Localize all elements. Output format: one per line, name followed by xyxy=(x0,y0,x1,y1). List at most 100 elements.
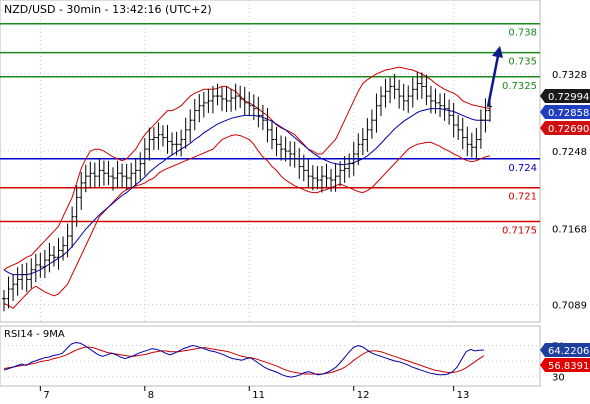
time-axis: 7 8 11 12 13 xyxy=(39,386,469,401)
price-bar xyxy=(210,86,215,114)
price-bar xyxy=(297,148,302,179)
bollinger-lower-line xyxy=(3,134,491,310)
price-bar xyxy=(265,107,270,143)
price-bar xyxy=(260,104,265,130)
price-bar xyxy=(79,171,84,210)
rsi-ma-line xyxy=(3,346,485,375)
price-bar xyxy=(61,236,66,261)
price-bar xyxy=(70,206,75,248)
price-bar xyxy=(306,158,311,188)
price-bar xyxy=(374,93,379,133)
price-badge-label: 0.72994 xyxy=(548,92,589,103)
price-badge-label: 0.72690 xyxy=(548,124,589,135)
price-bar xyxy=(469,132,474,158)
price-bar xyxy=(242,87,247,116)
level-label: 0.721 xyxy=(508,192,537,203)
price-bar xyxy=(342,156,347,183)
price-bar xyxy=(88,161,93,189)
price-bar xyxy=(138,152,143,181)
forecast-arrow xyxy=(486,45,503,107)
price-tick-label: 0.7168 xyxy=(552,224,587,235)
price-bar xyxy=(283,136,288,162)
price-bar xyxy=(33,253,38,283)
price-bar xyxy=(224,86,229,113)
price-badge: 0.72994 xyxy=(540,89,590,103)
price-bar xyxy=(174,131,179,156)
price-bar xyxy=(392,73,397,100)
price-bar xyxy=(142,137,147,176)
price-bar xyxy=(456,115,461,140)
time-tick-label: 12 xyxy=(357,390,370,400)
price-bar xyxy=(319,166,324,193)
rsi-badge: 56.8391 xyxy=(540,358,590,372)
price-bar xyxy=(292,141,297,168)
price-bar xyxy=(74,185,79,227)
price-bar xyxy=(347,153,352,178)
price-bar xyxy=(220,87,225,112)
price-bar xyxy=(419,72,424,99)
price-bar xyxy=(329,168,334,192)
forecast-arrow-shaft xyxy=(486,55,500,107)
price-bar xyxy=(24,262,29,292)
price-badge-label: 0.72858 xyxy=(548,108,589,119)
price-bar xyxy=(65,223,70,258)
price-badge-bg xyxy=(540,121,590,135)
price-badge: 0.72858 xyxy=(540,105,590,119)
price-bar xyxy=(201,91,206,118)
price-bar xyxy=(351,141,356,176)
price-badge-bg xyxy=(540,105,590,119)
price-bar xyxy=(465,126,470,157)
price-bar xyxy=(256,96,261,128)
forecast-arrow-head xyxy=(492,45,503,58)
price-bar xyxy=(251,94,256,121)
level-label: 0.7175 xyxy=(502,226,537,237)
price-bar xyxy=(438,93,443,117)
price-bar xyxy=(288,141,293,167)
price-bar xyxy=(101,160,106,186)
price-bar xyxy=(478,109,483,149)
rsi-badge-label: 56.8391 xyxy=(548,361,589,372)
price-bar xyxy=(388,77,393,104)
price-tick-label: 0.7248 xyxy=(552,147,587,158)
price-bar xyxy=(451,102,456,138)
level-label: 0.724 xyxy=(508,163,537,174)
price-bar xyxy=(197,94,202,123)
price-bar xyxy=(410,77,415,108)
rsi-line xyxy=(3,341,485,378)
price-bar xyxy=(238,85,243,108)
time-tick-label: 8 xyxy=(148,390,154,400)
price-tick-label: 0.7328 xyxy=(552,70,587,81)
price-bar xyxy=(156,122,161,151)
price-bar xyxy=(147,127,152,161)
level-label: 0.7325 xyxy=(502,81,537,92)
price-bar xyxy=(2,290,6,312)
price-bar xyxy=(229,88,234,112)
main-plot-area xyxy=(0,0,541,323)
price-bar xyxy=(401,83,406,111)
price-bar xyxy=(447,99,452,125)
price-bar xyxy=(97,158,102,188)
chart-title: NZD/USD - 30min - 13:42:16 (UTC+2) xyxy=(4,3,212,16)
price-bar xyxy=(406,85,411,113)
price-axis: 0.7328 0.7248 0.7168 0.7089 xyxy=(552,70,587,312)
price-bar xyxy=(274,126,279,157)
price-bar xyxy=(483,98,488,133)
rsi-badges: 64.2206 56.8391 xyxy=(540,343,590,372)
price-bar xyxy=(183,117,188,149)
price-bar xyxy=(333,163,338,192)
bollinger-upper-line xyxy=(3,66,491,271)
level-label: 0.735 xyxy=(508,57,537,68)
price-bar xyxy=(378,86,383,117)
price-bar xyxy=(338,161,343,187)
price-bar xyxy=(192,98,197,131)
rsi-tick-label: 30 xyxy=(552,372,565,383)
price-bar xyxy=(356,133,361,166)
price-bar xyxy=(120,163,125,188)
price-tick-label: 0.7089 xyxy=(552,300,587,311)
rsi-title: RSI14 - 9MA xyxy=(4,329,65,340)
price-bar xyxy=(474,127,479,160)
price-bar xyxy=(15,267,20,296)
price-bar xyxy=(301,154,306,182)
price-bar xyxy=(165,125,170,154)
price-bar xyxy=(415,72,420,100)
